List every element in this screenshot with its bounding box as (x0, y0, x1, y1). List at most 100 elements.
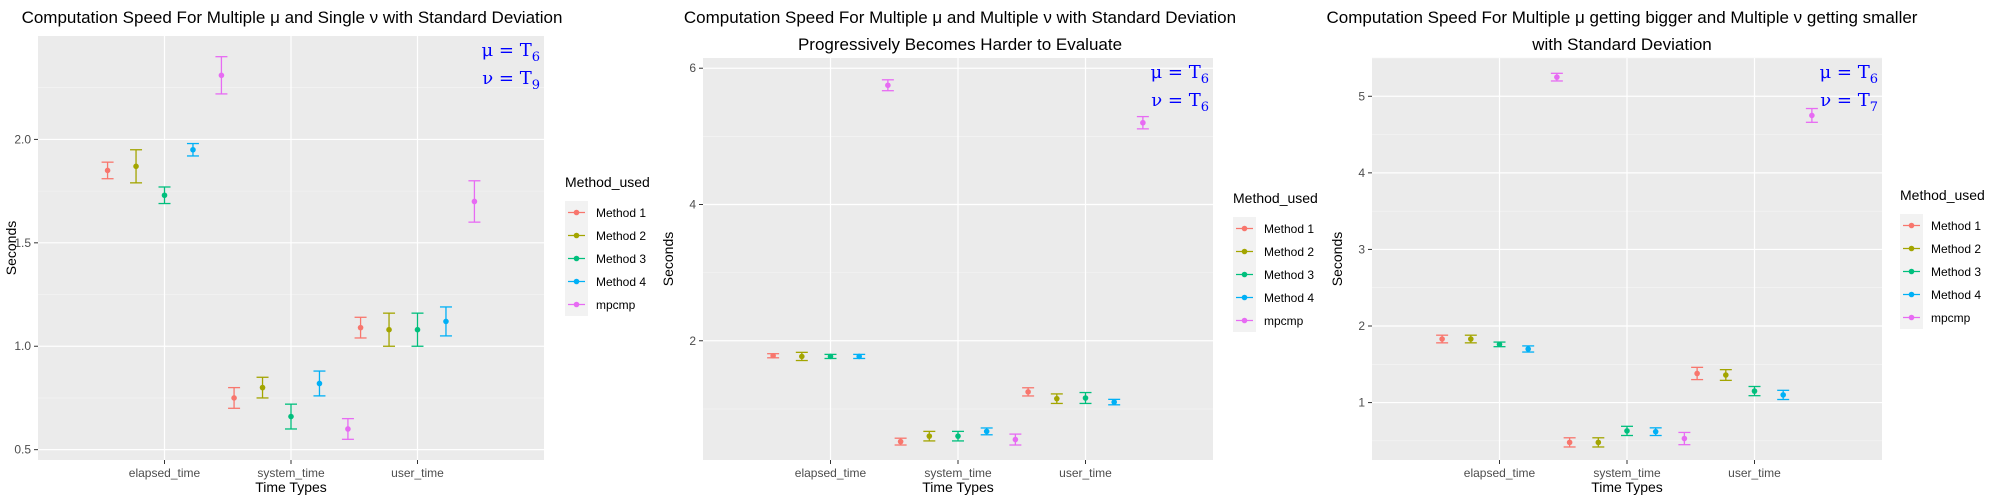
x-tick-label: elapsed_time (129, 466, 201, 480)
chart-3: Computation Speed For Multiple μ getting… (1327, 8, 1985, 495)
data-point (231, 395, 237, 401)
y-tick-label: 6 (689, 61, 696, 75)
y-tick-label: 4 (1358, 166, 1365, 180)
data-point (259, 384, 266, 391)
legend-label: mpcmp (1931, 311, 1971, 325)
x-axis-title: Time Types (922, 479, 994, 495)
data-point (386, 326, 392, 333)
legend-key-point (1908, 268, 1915, 275)
legend-label: Method 3 (596, 252, 646, 266)
y-tick-label: 1 (1358, 396, 1365, 410)
y-tick-label: 1.5 (14, 236, 31, 250)
data-point (926, 433, 933, 439)
legend-key-point (573, 209, 580, 216)
x-axis-title: Time Types (255, 479, 327, 495)
data-point (316, 380, 323, 387)
y-axis-title: Seconds (1329, 232, 1345, 286)
data-point (1624, 428, 1630, 434)
legend-label: Method 4 (1264, 291, 1314, 305)
data-point (133, 163, 139, 170)
y-tick-label: 0.5 (14, 443, 31, 457)
legend-label: Method 4 (596, 275, 646, 289)
legend-title: Method_used (1233, 190, 1318, 206)
legend-label: Method 2 (596, 229, 646, 243)
legend-label: Method 1 (596, 206, 646, 220)
x-tick-label: user_time (1728, 466, 1781, 480)
legend-key-point (573, 278, 580, 285)
x-tick-label: system_time (1593, 466, 1661, 480)
data-point (770, 352, 776, 359)
y-tick-label: 2 (1358, 319, 1365, 333)
chart-2: Computation Speed For Multiple μ and Mul… (660, 8, 1318, 495)
data-point (443, 318, 449, 325)
legend-key-point (1908, 245, 1915, 252)
data-point (218, 72, 225, 79)
legend-key-point (1241, 248, 1248, 255)
data-point (1566, 439, 1573, 446)
data-point (1723, 372, 1729, 378)
data-point (1809, 112, 1815, 119)
data-point (288, 413, 294, 420)
legend: Method_used Method 1 Method 2 Method 3 Metho… (1233, 190, 1318, 332)
data-point (1111, 399, 1117, 405)
y-axis-title: Seconds (3, 221, 19, 275)
data-point (190, 146, 196, 153)
chart-title: Computation Speed For Multiple μ and Sin… (22, 8, 563, 27)
data-point (1751, 388, 1758, 394)
x-axis-title: Time Types (1591, 479, 1663, 495)
data-point (414, 326, 421, 333)
data-point (1681, 435, 1688, 442)
y-tick-label: 5 (1358, 89, 1365, 103)
nu-annotation: ν = T6 (1151, 90, 1209, 115)
x-tick-label: elapsed_time (795, 466, 867, 480)
legend-label: Method 1 (1931, 219, 1981, 233)
data-point (1496, 341, 1503, 348)
legend-label: Method 2 (1931, 242, 1981, 256)
x-tick-label: elapsed_time (1464, 466, 1536, 480)
legend-key-point (1241, 225, 1248, 232)
data-point (1780, 392, 1786, 398)
x-tick-label: system_time (257, 466, 325, 480)
legend-label: Method 3 (1264, 268, 1314, 282)
data-point (471, 198, 478, 205)
data-point (1082, 395, 1089, 401)
data-point (955, 433, 961, 439)
x-tick-label: system_time (924, 466, 992, 480)
chart-title: Computation Speed For Multiple μ getting… (1327, 8, 1918, 27)
data-point (885, 82, 891, 89)
x-tick-label: user_time (391, 466, 444, 480)
data-point (1468, 336, 1474, 342)
data-point (1140, 119, 1146, 126)
legend-key-point (1908, 222, 1915, 229)
legend-title: Method_used (1900, 187, 1985, 203)
legend-label: Method 2 (1264, 245, 1314, 259)
legend-key-point (1908, 314, 1915, 321)
data-point (1054, 395, 1060, 402)
mu-annotation: μ = T6 (1150, 62, 1209, 87)
data-point (1439, 336, 1445, 342)
legend-label: mpcmp (1264, 314, 1304, 328)
data-point (1652, 428, 1659, 435)
legend-label: Method 1 (1264, 222, 1314, 236)
legend-key-point (1241, 294, 1248, 301)
data-point (104, 167, 111, 174)
legend-key-point (573, 232, 580, 239)
legend-key-point (1241, 317, 1248, 324)
legend-label: Method 4 (1931, 288, 1981, 302)
data-point (1525, 346, 1531, 352)
nu-annotation: ν = T9 (482, 68, 540, 93)
y-axis-title: Seconds (660, 232, 676, 286)
legend-label: mpcmp (596, 298, 636, 312)
data-point (161, 192, 168, 199)
y-tick-label: 4 (689, 197, 696, 211)
y-tick-label: 1.0 (14, 339, 31, 353)
data-point (357, 324, 364, 331)
legend-label: Method 3 (1931, 265, 1981, 279)
mu-annotation: μ = T6 (481, 40, 540, 65)
y-tick-label: 3 (1358, 242, 1365, 256)
legend-key-point (573, 255, 580, 262)
chart-1: Computation Speed For Multiple μ and Sin… (3, 8, 650, 495)
legend: Method_used Method 1 Method 2 Method 3 Metho… (565, 174, 650, 316)
data-point (799, 353, 805, 360)
